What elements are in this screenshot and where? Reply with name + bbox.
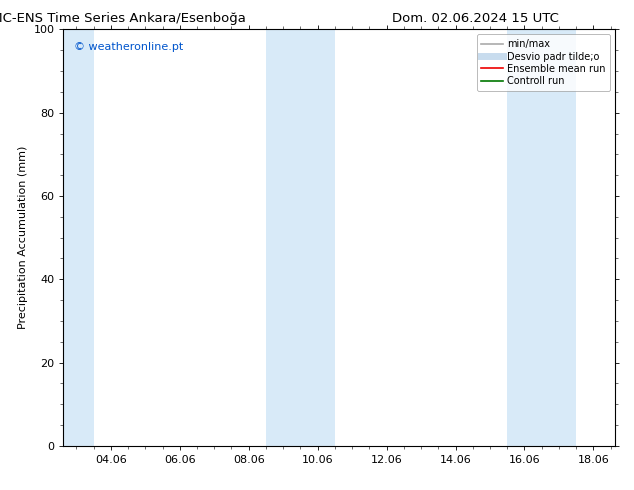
Bar bbox=[266, 29, 335, 446]
Legend: min/max, Desvio padr tilde;o, Ensemble mean run, Controll run: min/max, Desvio padr tilde;o, Ensemble m… bbox=[477, 34, 610, 91]
Text: © weatheronline.pt: © weatheronline.pt bbox=[74, 42, 184, 52]
Bar bbox=[63, 29, 94, 446]
Text: Dom. 02.06.2024 15 UTC: Dom. 02.06.2024 15 UTC bbox=[392, 12, 559, 25]
Text: CMC-ENS Time Series Ankara/Esenboğa: CMC-ENS Time Series Ankara/Esenboğa bbox=[0, 12, 246, 25]
Bar bbox=[507, 29, 576, 446]
Y-axis label: Precipitation Accumulation (mm): Precipitation Accumulation (mm) bbox=[18, 146, 28, 329]
